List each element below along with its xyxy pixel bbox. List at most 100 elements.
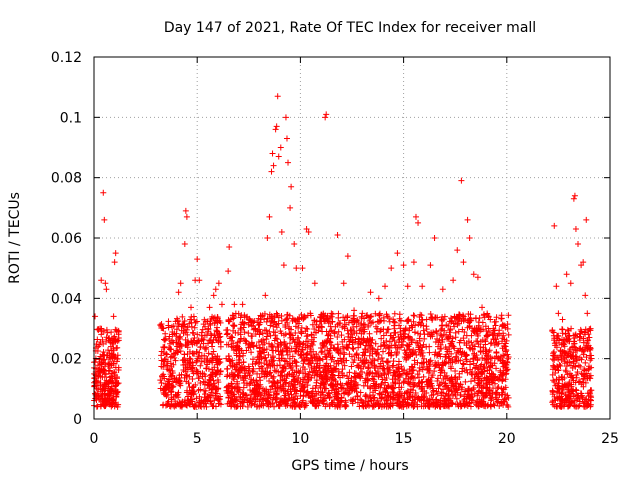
data-point <box>505 312 512 319</box>
data-point <box>245 370 252 377</box>
data-point <box>395 365 402 372</box>
data-point <box>266 213 273 220</box>
data-point <box>238 363 245 370</box>
data-point <box>225 268 232 275</box>
data-point <box>447 358 454 365</box>
data-point <box>302 328 309 335</box>
data-point <box>289 336 296 343</box>
data-point <box>277 382 284 389</box>
data-point <box>108 373 115 380</box>
data-point <box>476 381 483 388</box>
data-point <box>196 349 203 356</box>
data-point <box>436 382 443 389</box>
data-point <box>311 392 318 399</box>
data-point <box>267 369 274 376</box>
data-point <box>490 327 497 334</box>
data-point <box>493 396 500 403</box>
data-point <box>317 357 324 364</box>
data-point <box>454 401 461 408</box>
data-point <box>497 367 504 374</box>
data-point <box>108 329 115 336</box>
data-point <box>164 358 171 365</box>
data-point <box>280 262 287 269</box>
data-point <box>504 366 511 373</box>
data-point <box>366 370 373 377</box>
data-point <box>549 327 556 334</box>
data-point <box>401 367 408 374</box>
data-point <box>451 323 458 330</box>
data-point <box>229 344 236 351</box>
data-point <box>410 347 417 354</box>
data-point <box>461 329 468 336</box>
data-point <box>401 347 408 354</box>
data-point <box>292 347 299 354</box>
data-point <box>463 366 470 373</box>
data-point <box>217 393 224 400</box>
data-point <box>413 351 420 358</box>
data-point <box>435 385 442 392</box>
data-point <box>488 355 495 362</box>
data-point <box>560 341 567 348</box>
data-point <box>316 318 323 325</box>
data-point <box>170 351 177 358</box>
data-point <box>238 347 245 354</box>
data-point <box>551 348 558 355</box>
data-point <box>438 366 445 373</box>
data-point <box>269 375 276 382</box>
data-point <box>582 292 589 299</box>
data-point <box>288 391 295 398</box>
data-point <box>264 401 271 408</box>
data-point <box>488 402 495 409</box>
data-point <box>398 335 405 342</box>
data-point <box>549 356 556 363</box>
data-point <box>225 394 232 401</box>
data-point <box>297 393 304 400</box>
data-point <box>570 332 577 339</box>
data-point <box>397 344 404 351</box>
data-point <box>431 400 438 407</box>
data-point <box>281 363 288 370</box>
data-point <box>202 323 209 330</box>
data-point <box>100 352 107 359</box>
data-point <box>453 386 460 393</box>
data-point <box>498 312 505 319</box>
data-point <box>96 358 103 365</box>
data-point <box>212 286 219 293</box>
data-point <box>299 346 306 353</box>
data-point <box>420 355 427 362</box>
data-point <box>214 324 221 331</box>
data-point <box>445 402 452 409</box>
data-point <box>383 338 390 345</box>
data-point <box>487 397 494 404</box>
data-point <box>366 318 373 325</box>
data-point <box>321 339 328 346</box>
data-point <box>282 317 289 324</box>
data-point <box>198 358 205 365</box>
data-point <box>391 325 398 332</box>
data-point <box>468 378 475 385</box>
data-point <box>580 259 587 266</box>
data-point <box>362 346 369 353</box>
data-point <box>313 403 320 410</box>
data-point <box>477 326 484 333</box>
data-point <box>577 363 584 370</box>
data-point <box>438 333 445 340</box>
data-point <box>561 350 568 357</box>
data-point <box>386 344 393 351</box>
data-point <box>438 379 445 386</box>
data-point <box>382 283 389 290</box>
data-point <box>209 351 216 358</box>
data-point <box>576 333 583 340</box>
data-point <box>261 316 268 323</box>
data-point <box>560 354 567 361</box>
data-point <box>194 339 201 346</box>
data-point <box>587 347 594 354</box>
data-point <box>234 372 241 379</box>
data-point <box>252 388 259 395</box>
data-point <box>255 353 262 360</box>
data-point <box>201 371 208 378</box>
data-point <box>344 253 351 260</box>
data-point <box>404 317 411 324</box>
data-point <box>276 401 283 408</box>
data-point <box>559 316 566 323</box>
